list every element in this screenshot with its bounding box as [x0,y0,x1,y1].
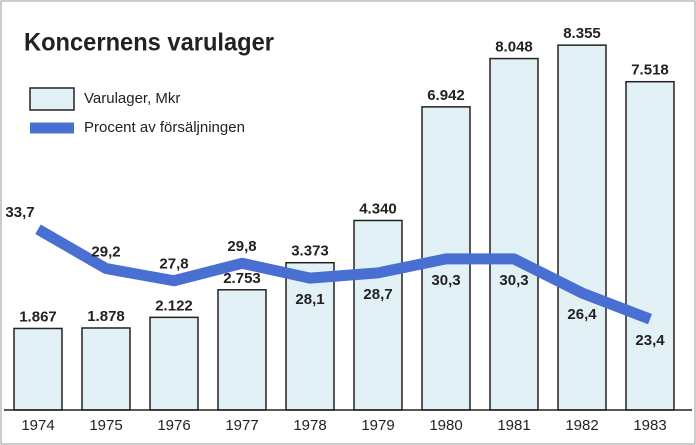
line-value-label: 29,8 [227,238,256,255]
bar [217,289,267,411]
line-value-label: 28,1 [295,291,324,308]
x-tick-label: 1981 [497,417,530,434]
line-value-label: 23,4 [635,332,665,349]
bar [285,261,335,411]
line-value-label: 30,3 [499,272,528,289]
line-value-label: 30,3 [431,272,460,289]
bar [353,219,403,411]
line-value-label: 33,7 [5,204,34,221]
line-value-label: 28,7 [363,286,392,303]
chart-title: Koncernens varulager [24,29,274,57]
x-tick-label: 1977 [225,417,258,434]
legend-label: Varulager, Mkr [84,90,180,107]
bar-value-label: 6.942 [427,87,465,104]
x-tick-label: 1976 [157,417,190,434]
legend-label: Procent av försäljningen [84,119,245,136]
x-tick-label: 1983 [633,417,666,434]
line-value-label: 26,4 [567,306,597,323]
legend-swatch-bars [29,87,75,111]
bar [625,80,675,411]
bar [149,316,199,411]
bar-value-label: 1.867 [19,308,57,325]
line-value-label: 29,2 [91,243,120,260]
percent-line [35,224,652,325]
bar-value-label: 2.753 [223,270,261,287]
bar-value-label: 8.355 [563,25,601,42]
bar-value-label: 7.518 [631,62,669,79]
bar-value-label: 2.122 [155,297,193,314]
bar [557,44,607,411]
line-value-label: 27,8 [159,256,188,273]
x-tick-label: 1978 [293,417,326,434]
bar [13,327,63,411]
bar [489,57,539,411]
x-tick-label: 1979 [361,417,394,434]
bar [81,327,131,411]
bar-value-label: 1.878 [87,308,125,325]
x-tick-label: 1982 [565,417,598,434]
bar-value-label: 8.048 [495,39,533,56]
x-tick-label: 1974 [21,417,54,434]
bar-value-label: 3.373 [291,243,329,260]
x-tick-label: 1975 [89,417,122,434]
x-tick-label: 1980 [429,417,462,434]
bar-value-label: 4.340 [359,200,397,217]
